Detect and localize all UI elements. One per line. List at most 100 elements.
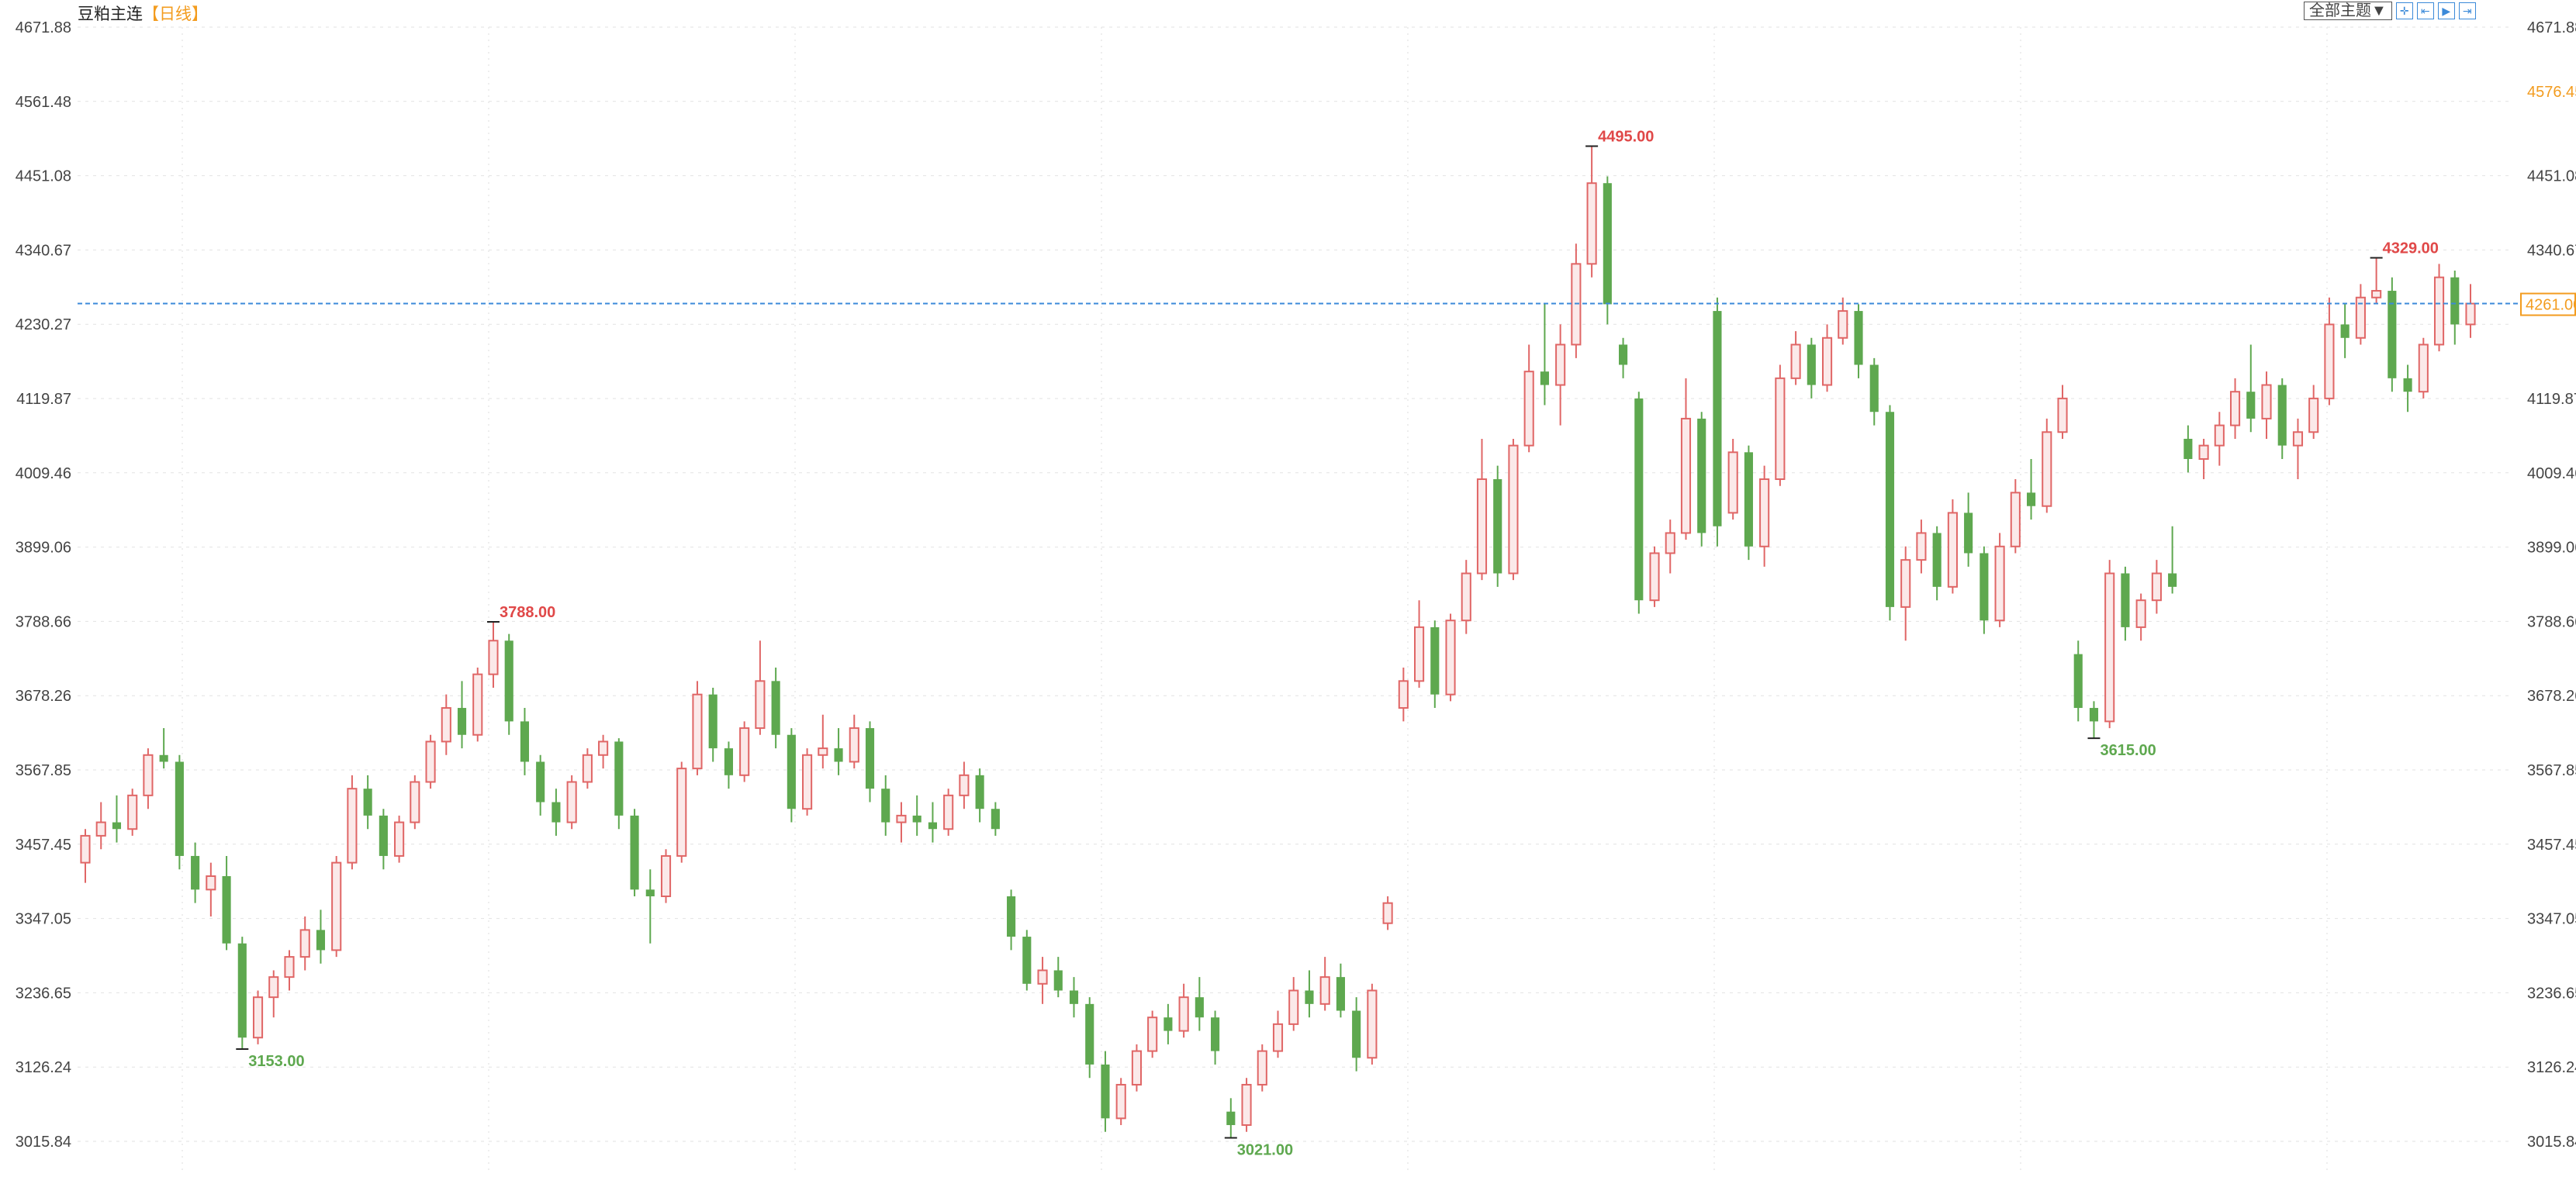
y-tick-left: 3788.66: [16, 613, 71, 630]
candle-down: [1007, 896, 1016, 937]
candle-up: [488, 640, 499, 675]
candle-up: [2465, 302, 2476, 326]
candle-up: [80, 834, 91, 864]
candle-up: [566, 781, 577, 823]
candle-up: [1382, 902, 1393, 924]
y-tick-left: 3015.84: [16, 1134, 71, 1151]
candle-up: [2418, 343, 2429, 393]
candle-up: [1727, 451, 1738, 514]
candle-up: [1821, 337, 1833, 386]
candle-up: [755, 680, 766, 730]
y-tick-right: 4671.88: [2527, 19, 2576, 36]
candle-down: [1336, 977, 1345, 1011]
current-price-label: 4261.00: [2526, 297, 2576, 314]
y-tick-right: 3347.05: [2527, 911, 2576, 928]
candle-down: [912, 815, 921, 823]
candle-up: [268, 976, 279, 999]
candle-down: [2026, 492, 2036, 506]
theme-dropdown[interactable]: 全部主题▼: [2304, 2, 2392, 20]
y-tick-left: 3678.26: [16, 688, 71, 705]
candle-up: [943, 794, 954, 830]
candle-up: [2057, 397, 2068, 433]
candle-down: [1069, 990, 1079, 1004]
high-label: 3788.00: [500, 604, 555, 621]
candle-down: [2089, 708, 2099, 722]
candle-up: [127, 794, 138, 830]
candle-down: [991, 809, 1000, 830]
candle-up: [2198, 444, 2209, 460]
candle-up: [2104, 572, 2115, 723]
candle-up: [660, 854, 672, 898]
candle-down: [1980, 553, 1989, 621]
candle-down: [1164, 1017, 1173, 1031]
y-tick-right: 3015.84: [2527, 1134, 2576, 1151]
candle-up: [1257, 1050, 1267, 1086]
period-label: 【日线】: [143, 5, 208, 23]
y-tick-right: 3899.06: [2527, 540, 2576, 557]
candle-up: [2135, 599, 2146, 628]
y-tick-right: 3457.45: [2527, 837, 2576, 854]
y-tick-right: 4451.08: [2527, 168, 2576, 185]
candle-up: [1759, 478, 1770, 547]
candle-up: [347, 788, 358, 864]
candle-up: [410, 781, 420, 823]
candle-down: [175, 761, 184, 856]
candle-down: [504, 640, 513, 722]
candle-down: [1101, 1064, 1110, 1119]
low-label: 3021.00: [1237, 1142, 1293, 1159]
y-tick-left: 3236.65: [16, 985, 71, 1002]
candle-up: [676, 768, 687, 857]
candle-down: [1964, 513, 1973, 554]
candle-down: [1869, 364, 1879, 412]
candle-down: [1634, 398, 1644, 601]
candle-down: [1430, 626, 1440, 695]
candle-up: [1916, 532, 1927, 561]
candle-up: [394, 821, 405, 857]
candle-down: [237, 943, 247, 1038]
y-tick-left: 3899.06: [16, 540, 71, 557]
candle-up: [1900, 559, 1911, 608]
candle-up: [802, 754, 813, 810]
candle-down: [1619, 344, 1628, 365]
y-tick-right: 3678.26: [2527, 688, 2576, 705]
candle-up: [299, 929, 310, 958]
jump-latest-icon[interactable]: ⇥: [2458, 2, 2476, 19]
candle-up: [472, 673, 483, 736]
candle-down: [536, 761, 545, 802]
candle-up: [1680, 417, 1692, 534]
candle-up: [1649, 552, 1660, 602]
candle-up: [1555, 343, 1566, 386]
y-tick-right: 3788.66: [2527, 613, 2576, 630]
candle-down: [1807, 344, 1816, 385]
candle-up: [1272, 1023, 1284, 1052]
candle-up: [739, 727, 750, 776]
candle-down: [1932, 533, 1942, 587]
y-tick-right: 3236.65: [2527, 985, 2576, 1002]
y-tick-right: 3126.24: [2527, 1059, 2576, 1076]
candle-down: [379, 815, 388, 856]
candle-down: [2246, 392, 2256, 419]
low-label: 3153.00: [248, 1053, 304, 1070]
candle-up: [2214, 424, 2225, 447]
candle-up: [1775, 377, 1786, 481]
candle-down: [316, 930, 326, 951]
candle-up: [2151, 572, 2162, 602]
low-label: 3615.00: [2100, 742, 2156, 759]
candle-up: [425, 740, 436, 783]
candle-down: [2073, 654, 2083, 709]
candle-up: [1367, 989, 1378, 1059]
candle-up: [1665, 532, 1675, 554]
candle-down: [630, 815, 639, 890]
candle-down: [1022, 937, 1032, 984]
symbol-name: 豆粕主连: [78, 5, 143, 23]
high-label: 4329.00: [2383, 240, 2439, 257]
crosshair-icon[interactable]: ✛: [2395, 2, 2413, 19]
play-step-icon[interactable]: ▶: [2437, 2, 2455, 19]
y-tick-right: 4340.67: [2527, 242, 2576, 259]
zoom-range-icon[interactable]: ⇤: [2416, 2, 2434, 19]
candle-up: [252, 996, 264, 1039]
candle-down: [881, 789, 890, 823]
candle-down: [1885, 412, 1895, 607]
candle-down: [1352, 1010, 1361, 1058]
